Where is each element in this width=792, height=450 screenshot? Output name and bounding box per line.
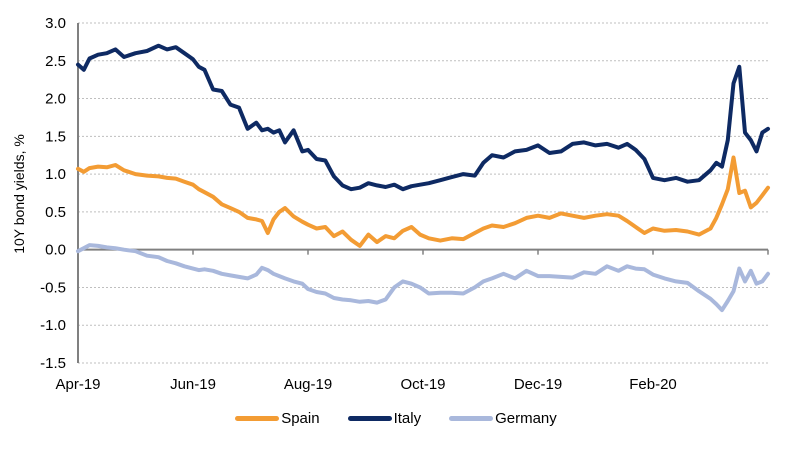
x-tick-label: Oct-19 [400,376,445,393]
legend-swatch-spain [235,416,280,421]
x-tick-label: Apr-19 [55,376,100,393]
legend-label-germany: Germany [495,410,557,427]
y-tick-label: 1.0 [45,166,66,183]
series-line-italy [76,43,770,192]
series-line-germany [76,243,770,313]
legend-item-italy: Italy [347,410,422,427]
x-axis-ticks: Apr-19 Jun-19 Aug-19 Oct-19 Dec-19 Feb-20 [55,249,769,393]
x-tick-label: Aug-19 [284,376,332,393]
bond-yields-chart: 3.0 2.5 2.0 1.5 1.0 0.5 0.0 -0.5 -1.0 -1.5 Apr-19… [11,15,770,393]
axes [77,23,768,363]
x-tick-label: Dec-19 [514,376,562,393]
y-tick-label: -1.5 [40,355,66,372]
y-tick-label: 0.0 [45,242,66,259]
y-axis-ticks: 3.0 2.5 2.0 1.5 1.0 0.5 0.0 -0.5 -1.0 -1.5 [40,15,66,372]
y-tick-label: 2.5 [45,53,66,70]
y-tick-label: 2.0 [45,91,66,108]
y-tick-label: 1.5 [45,128,66,145]
x-tick-label: Feb-20 [629,376,677,393]
y-tick-label: 0.5 [45,204,66,221]
legend-item-spain: Spain [235,410,320,427]
legend-item-germany: Germany [449,410,557,427]
x-tick-label: Jun-19 [170,376,216,393]
legend: Spain Italy Germany [0,410,792,427]
legend-label-spain: Spain [281,410,320,427]
legend-label-italy: Italy [393,410,422,427]
legend-swatch-germany [449,416,494,421]
legend-swatch-italy [347,416,392,421]
y-tick-label: -1.0 [40,317,66,334]
y-axis-title: 10Y bond yields, % [11,134,27,254]
y-tick-label: 3.0 [45,15,66,32]
gridlines [78,22,768,364]
y-tick-label: -0.5 [40,279,66,296]
series-lines [76,43,770,313]
series-line-spain [76,155,770,248]
